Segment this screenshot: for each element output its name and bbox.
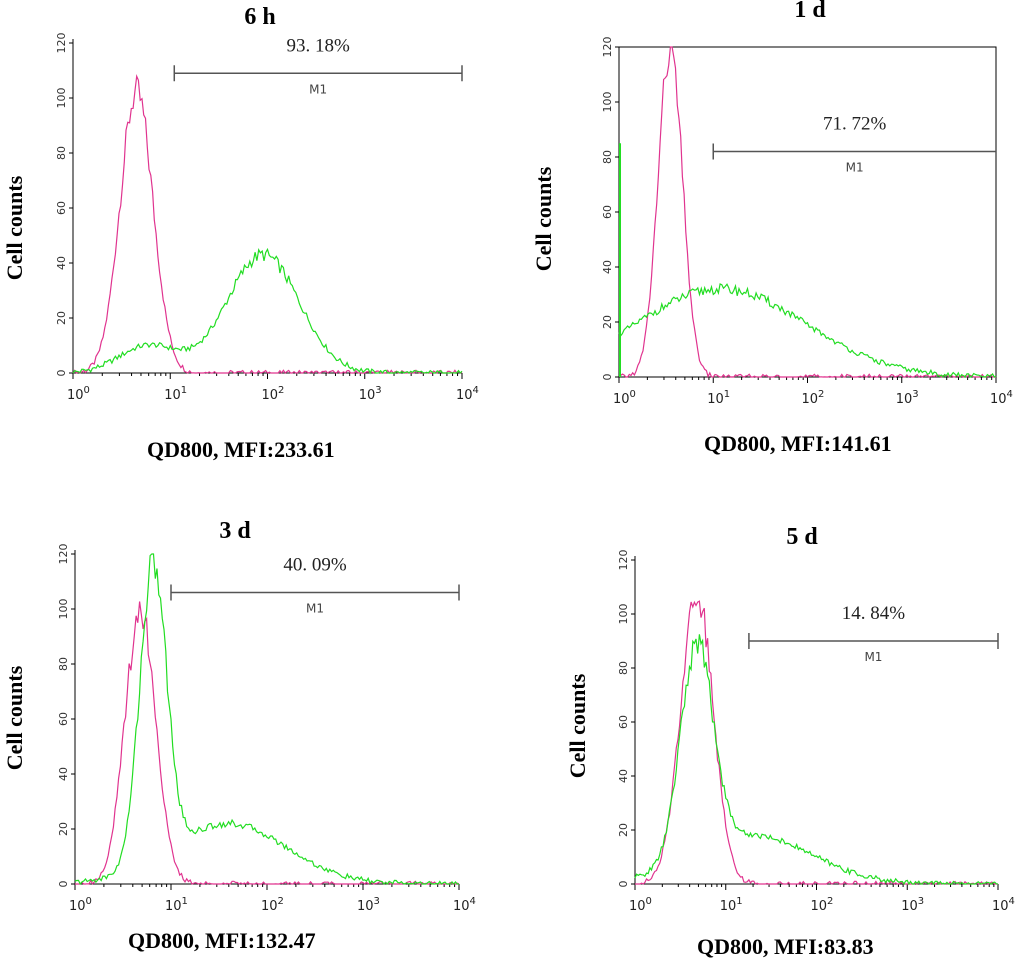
y-tick-label: 120 [601,37,614,58]
x-tick-label: 102 [811,896,834,914]
y-tick-label: 80 [55,146,68,160]
x-axis-label: QD800, MFI:83.83 [697,934,874,959]
x-tick-label: 103 [357,896,380,914]
x-tick-label: 104 [992,896,1015,914]
y-tick-label: 0 [57,881,70,888]
gate-marker-label: M1 [846,161,864,175]
x-tick-label: 102 [802,389,825,407]
y-tick-label: 120 [617,550,630,571]
y-tick-label: 100 [55,88,68,109]
y-tick-label: 60 [601,205,614,219]
y-tick-label: 100 [601,92,614,113]
y-tick-label: 80 [601,150,614,164]
sample-histogram-line [72,247,463,375]
gate-marker-label: M1 [864,650,882,664]
sample-histogram-line [634,634,999,886]
y-tick-label: 80 [57,657,70,671]
chart-title: 5 d [786,524,818,550]
x-tick-label: 100 [67,385,90,403]
x-axis-label: QD800, MFI:141.61 [704,431,892,456]
x-tick-label: 104 [990,389,1013,407]
sample-histogram-line [618,283,997,379]
x-tick-label: 103 [359,385,382,403]
x-tick-label: 100 [629,896,652,914]
y-tick-label: 20 [617,823,630,837]
x-tick-label: 100 [613,389,636,407]
y-tick-label: 120 [57,544,70,565]
y-tick-label: 40 [601,260,614,274]
x-tick-label: 103 [901,896,924,914]
sample-histogram-line [74,553,459,886]
y-tick-label: 60 [617,715,630,729]
y-tick-label: 40 [55,256,68,270]
gate-marker-label: M1 [306,602,324,616]
gate-marker-label: M1 [309,82,327,96]
gate-percentage: 93. 18% [286,35,350,56]
x-tick-label: 101 [164,385,187,403]
x-tick-label: 102 [261,896,284,914]
gate-percentage: 40. 09% [283,555,347,576]
y-tick-label: 60 [57,712,70,726]
y-tick-label: 60 [55,201,68,215]
y-tick-label: 0 [601,374,614,381]
gate-percentage: 71. 72% [823,114,887,135]
x-tick-label: 100 [69,896,92,914]
y-tick-label: 40 [617,769,630,783]
x-tick-label: 101 [707,389,730,407]
y-tick-label: 20 [55,311,68,325]
y-tick-label: 100 [617,604,630,625]
y-tick-label: 40 [57,767,70,781]
control-histogram-line [618,46,996,379]
y-tick-label: 0 [617,881,630,888]
x-tick-label: 104 [456,385,479,403]
y-tick-label: 0 [55,370,68,377]
chart-title: 3 d [219,518,251,544]
gate-percentage: 14. 84% [842,603,906,624]
y-tick-label: 20 [601,315,614,329]
chart-title: 6 h [244,4,276,30]
chart-title: 1 d [794,0,826,23]
x-tick-label: 104 [453,896,476,914]
control-histogram-line [75,601,460,885]
y-tick-label: 100 [57,599,70,620]
x-axis-label: QD800, MFI:233.61 [147,437,335,462]
x-tick-label: 102 [262,385,285,403]
x-axis-label: QD800, MFI:132.47 [128,928,316,953]
y-tick-label: 120 [55,33,68,54]
y-tick-label: 20 [57,822,70,836]
x-tick-label: 101 [720,896,743,914]
y-tick-label: 80 [617,661,630,675]
control-histogram-line [635,600,998,885]
x-tick-label: 101 [165,896,188,914]
x-tick-label: 103 [896,389,919,407]
